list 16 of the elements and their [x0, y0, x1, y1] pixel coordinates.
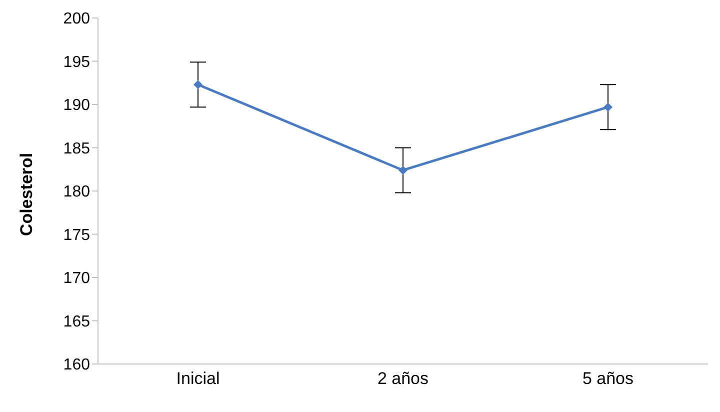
y-axis-title: Colesterol — [17, 152, 36, 236]
y-tick-label: 180 — [63, 184, 90, 201]
y-tick-label: 200 — [63, 10, 90, 28]
x-tick-label: Inicial — [176, 369, 220, 388]
y-tick-label: 185 — [63, 140, 90, 158]
y-tick-label: 195 — [63, 54, 90, 71]
point — [194, 80, 202, 90]
y-tick-label: 160 — [63, 356, 90, 374]
point — [398, 166, 408, 175]
y-tick-label: 175 — [63, 226, 90, 244]
y-tick-label: 170 — [63, 270, 90, 288]
point — [604, 102, 612, 112]
y-tick-label: 190 — [63, 97, 90, 114]
x-tick-label: 2 años — [377, 369, 429, 388]
x-tick-label: 5 años — [582, 369, 634, 388]
y-tick-label: 165 — [63, 313, 90, 330]
